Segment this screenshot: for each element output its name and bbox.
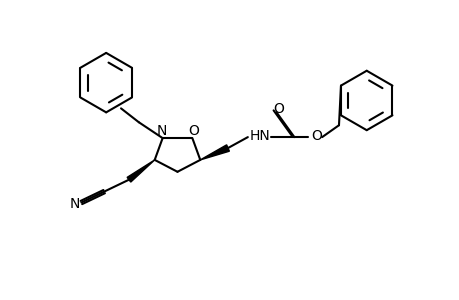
Text: N: N <box>156 124 167 138</box>
Text: O: O <box>187 124 198 138</box>
Text: HN: HN <box>249 129 269 143</box>
Polygon shape <box>200 145 229 160</box>
Text: O: O <box>310 129 321 143</box>
Text: O: O <box>273 102 283 116</box>
Text: N: N <box>69 197 79 212</box>
Polygon shape <box>127 160 154 182</box>
